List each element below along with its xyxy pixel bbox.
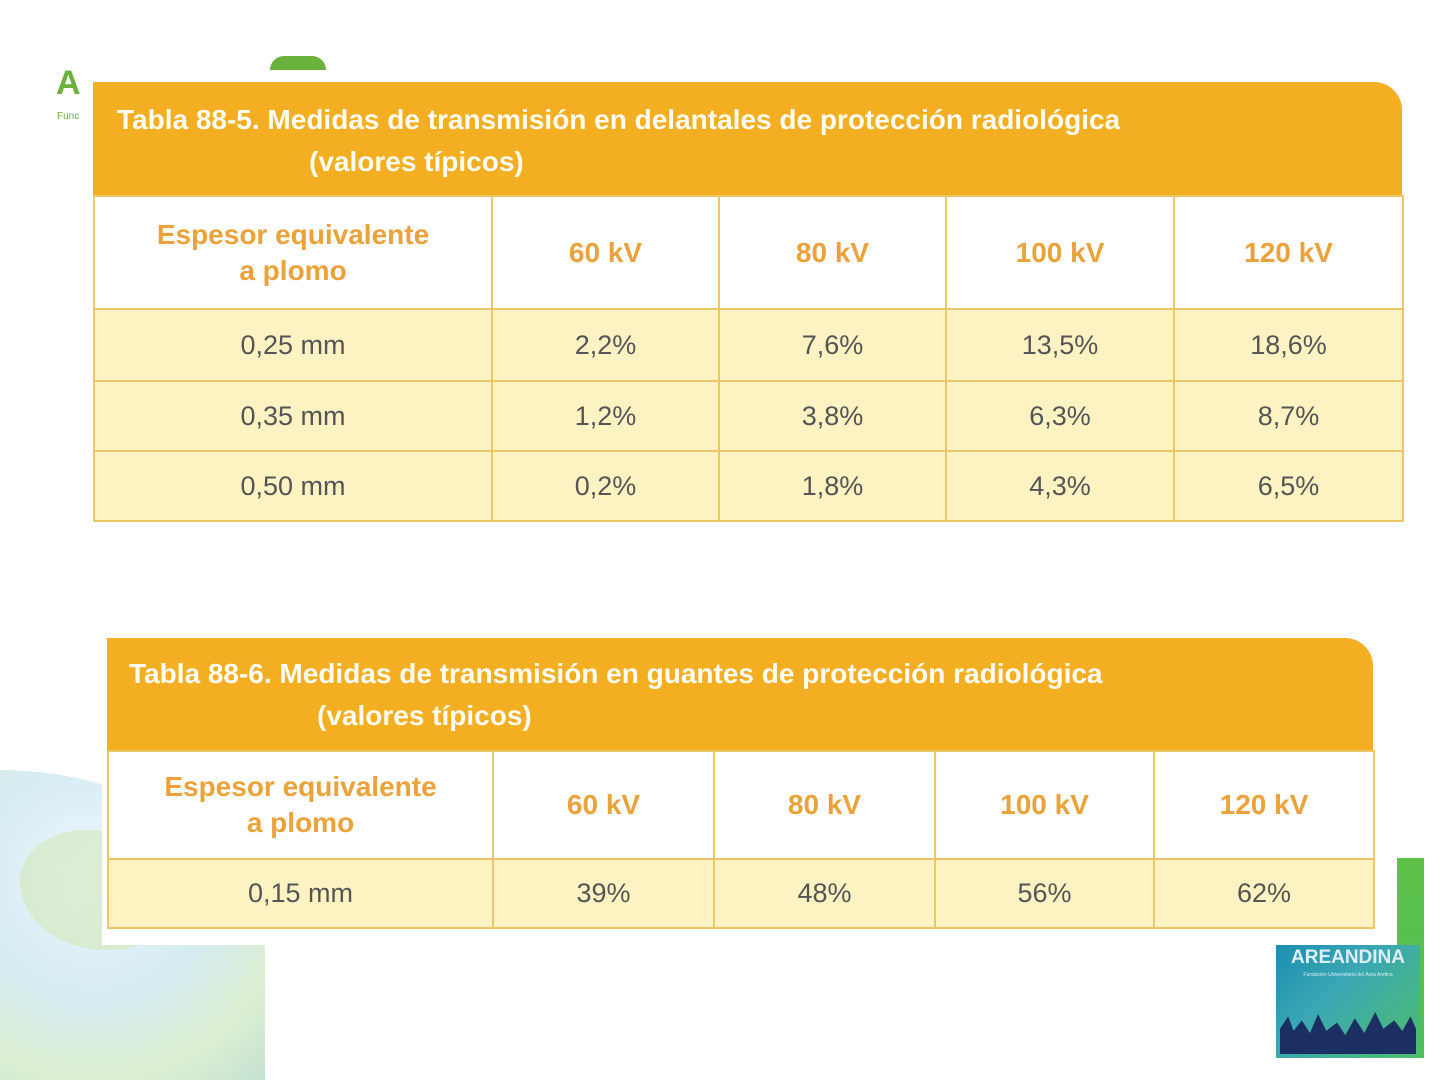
table-row: 0,25 mm 2,2% 7,6% 13,5% 18,6%	[93, 308, 1404, 382]
table-cell: 7,6%	[718, 308, 947, 382]
header-row: Espesor equivalente a plomo 60 kV 80 kV 1…	[107, 750, 1375, 860]
table-cell: 56%	[934, 858, 1155, 929]
header-line-2: a plomo	[239, 254, 347, 286]
table-row: 0,50 mm 0,2% 1,8% 4,3% 6,5%	[93, 450, 1404, 522]
table-title: Tabla 88-6. Medidas de transmisión en gu…	[107, 638, 1373, 750]
top-logo-text: Func	[57, 111, 80, 122]
brand-subtitle: Fundación Universitaria del Área Andina	[1303, 972, 1393, 978]
table-88-5: Tabla 88-5. Medidas de transmisión en de…	[93, 82, 1404, 522]
table-cell: 1,8%	[718, 450, 947, 522]
column-header: 120 kV	[1153, 750, 1375, 860]
title-line-1: Tabla 88-6. Medidas de transmisión en gu…	[129, 658, 1103, 689]
table-cell: 0,15 mm	[107, 858, 494, 929]
crowd-silhouette	[1280, 1012, 1416, 1054]
top-logo-decoration	[270, 56, 326, 70]
table-cell: 8,7%	[1173, 380, 1404, 452]
table-cell: 48%	[713, 858, 936, 929]
top-logo: A	[56, 64, 81, 102]
table-cell: 3,8%	[718, 380, 947, 452]
column-header: 100 kV	[945, 195, 1175, 310]
table-row: 0,35 mm 1,2% 3,8% 6,3% 8,7%	[93, 380, 1404, 452]
table-cell: 0,2%	[491, 450, 720, 522]
table-cell: 62%	[1153, 858, 1375, 929]
header-line-2: a plomo	[246, 807, 355, 838]
table-88-6: Tabla 88-6. Medidas de transmisión en gu…	[107, 638, 1375, 929]
table-cell: 6,5%	[1173, 450, 1404, 522]
column-header: 60 kV	[491, 195, 720, 310]
table-cell: 2,2%	[491, 308, 720, 382]
table-cell: 18,6%	[1173, 308, 1404, 382]
table-cell: 0,35 mm	[93, 380, 493, 452]
column-header: Espesor equivalente a plomo	[93, 195, 493, 310]
table-cell: 13,5%	[945, 308, 1175, 382]
table-cell: 0,50 mm	[93, 450, 493, 522]
title-line-2: (valores típicos)	[309, 146, 524, 177]
column-header: 120 kV	[1173, 195, 1404, 310]
data-table: Espesor equivalente a plomo 60 kV 80 kV 1…	[107, 750, 1375, 929]
table-row: 0,15 mm 39% 48% 56% 62%	[107, 858, 1375, 929]
data-table: Espesor equivalente a plomo 60 kV 80 kV 1…	[93, 195, 1404, 522]
title-line-1: Tabla 88-5. Medidas de transmisión en de…	[117, 104, 1121, 135]
header-row: Espesor equivalente a plomo 60 kV 80 kV 1…	[93, 195, 1404, 310]
table-cell: 0,25 mm	[93, 308, 493, 382]
header-line-1: Espesor equivalente	[164, 771, 437, 802]
table-title: Tabla 88-5. Medidas de transmisión en de…	[93, 82, 1402, 195]
header-line-1: Espesor equivalente	[156, 218, 430, 250]
column-header: 80 kV	[713, 750, 936, 860]
brand-name: AREANDINA	[1291, 947, 1405, 968]
table-cell: 4,3%	[945, 450, 1175, 522]
table-cell: 6,3%	[945, 380, 1175, 452]
table-cell: 39%	[492, 858, 715, 929]
column-header: Espesor equivalente a plomo	[107, 750, 494, 860]
table-cell: 1,2%	[491, 380, 720, 452]
column-header: 60 kV	[492, 750, 715, 860]
areandina-logo: AREANDINA Fundación Universitaria del Ár…	[1276, 945, 1420, 1058]
column-header: 80 kV	[718, 195, 947, 310]
title-line-2: (valores típicos)	[317, 700, 532, 731]
column-header: 100 kV	[934, 750, 1155, 860]
